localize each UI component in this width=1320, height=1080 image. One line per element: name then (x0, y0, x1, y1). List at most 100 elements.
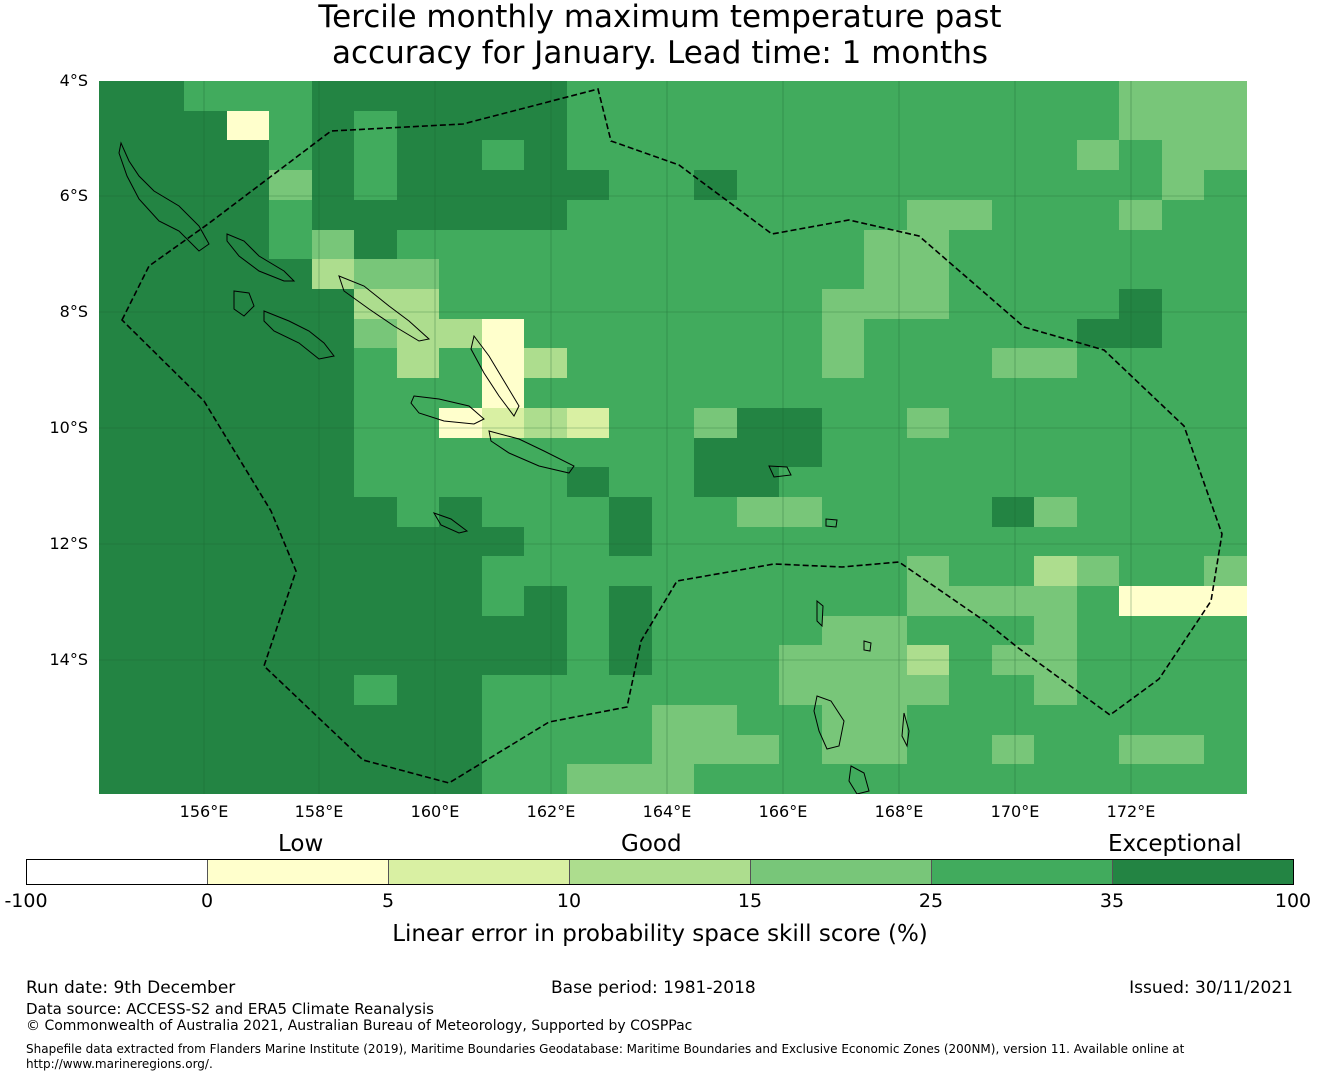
grid-cell (651, 675, 695, 706)
grid-cell (991, 318, 1035, 349)
grid-cell (1076, 288, 1120, 320)
grid-cell (1034, 586, 1078, 617)
grid-cell (566, 645, 610, 676)
colorbar-tick: 100 (1274, 890, 1312, 912)
grid-cell (396, 675, 440, 706)
issued-date: Issued: 30/11/2021 (1129, 978, 1293, 998)
grid-cell (1204, 586, 1247, 617)
grid-cell (864, 645, 908, 676)
grid-cell (651, 407, 695, 438)
grid-cell (736, 586, 780, 617)
grid-cell (1076, 378, 1120, 409)
grid-cell (736, 526, 780, 557)
grid-cell (524, 467, 568, 498)
grid-cell (184, 229, 228, 260)
grid-cell (1076, 764, 1120, 794)
grid-cell (779, 675, 823, 706)
grid-cell (481, 675, 525, 706)
grid-cell (396, 556, 440, 587)
grid-cell (1034, 675, 1078, 706)
grid-cell (354, 229, 398, 260)
grid-cell (991, 467, 1035, 498)
malakula-island (848, 765, 870, 794)
grid-cell (821, 199, 865, 231)
grid-cell (524, 675, 568, 706)
grid-cell (269, 467, 313, 498)
grid-cell (609, 526, 653, 557)
grid-cell (651, 318, 695, 349)
grid-cell (99, 110, 143, 141)
grid-cell (736, 348, 780, 379)
grid-cell (1161, 467, 1205, 498)
grid-cell (481, 318, 525, 349)
grid-cell (99, 407, 143, 438)
grid-cell (226, 140, 270, 171)
grid-cell (99, 199, 143, 231)
grid-cell (609, 110, 653, 141)
grid-cell (481, 229, 525, 260)
grid-cell (906, 288, 950, 320)
grid-cell (439, 199, 483, 231)
colorbar-segment (27, 860, 208, 884)
grid-cell (991, 170, 1035, 201)
torres-island (816, 599, 824, 628)
grid-cell (566, 348, 610, 379)
grid-cell (694, 704, 738, 736)
grid-cell (651, 140, 695, 171)
grid-cell (906, 615, 950, 646)
grid-cell (991, 675, 1035, 706)
grid-cell (1076, 526, 1120, 557)
grid-cell (1119, 378, 1163, 409)
grid-cell (1076, 407, 1120, 438)
grid-cell (1034, 407, 1078, 438)
grid-cell (439, 110, 483, 141)
grid-cell (1034, 259, 1078, 290)
grid-cell (694, 199, 738, 231)
grid-cell (694, 675, 738, 706)
grid-cell (906, 110, 950, 141)
lon-label-158e: 158°E (294, 802, 344, 821)
grid-cell (269, 199, 313, 231)
colorbar-label: Linear error in probability space skill … (392, 921, 928, 947)
grid-cell (269, 675, 313, 706)
grid-cell (1204, 378, 1247, 409)
grid-cell (1034, 704, 1078, 736)
grid-cell (821, 81, 865, 112)
grid-cell (779, 348, 823, 379)
grid-cell (1204, 199, 1247, 231)
grid-cell (609, 407, 653, 438)
grid-cell (651, 81, 695, 112)
grid-cell (736, 437, 780, 468)
grid-cell (269, 140, 313, 171)
grid-cell (779, 110, 823, 141)
grid-cell (949, 734, 993, 765)
grid-cell (184, 734, 228, 765)
malaita-island (470, 334, 520, 417)
grid-cell (354, 170, 398, 201)
grid-cell (864, 229, 908, 260)
grid-cell (864, 378, 908, 409)
grid-cell (184, 437, 228, 468)
grid-cell (1204, 467, 1247, 498)
grid-cell (1034, 229, 1078, 260)
grid-cell (184, 467, 228, 498)
grid-cell (779, 407, 823, 438)
grid-cell (1119, 259, 1163, 290)
grid-cell (779, 318, 823, 349)
grid-cell (99, 526, 143, 557)
grid-cell (821, 407, 865, 438)
grid-cell (141, 615, 185, 646)
grid-cell (396, 378, 440, 409)
grid-cell (1119, 199, 1163, 231)
grid-cell (949, 704, 993, 736)
grid-cell (141, 526, 185, 557)
colorbar-segment (208, 860, 389, 884)
grid-cell (906, 407, 950, 438)
grid-cell (396, 496, 440, 528)
legend-category-good: Good (621, 831, 682, 857)
grid-cell (736, 764, 780, 794)
coastlines (118, 141, 910, 794)
grid-cell (991, 645, 1035, 676)
grid-cell (566, 110, 610, 141)
grid-cell (864, 764, 908, 794)
